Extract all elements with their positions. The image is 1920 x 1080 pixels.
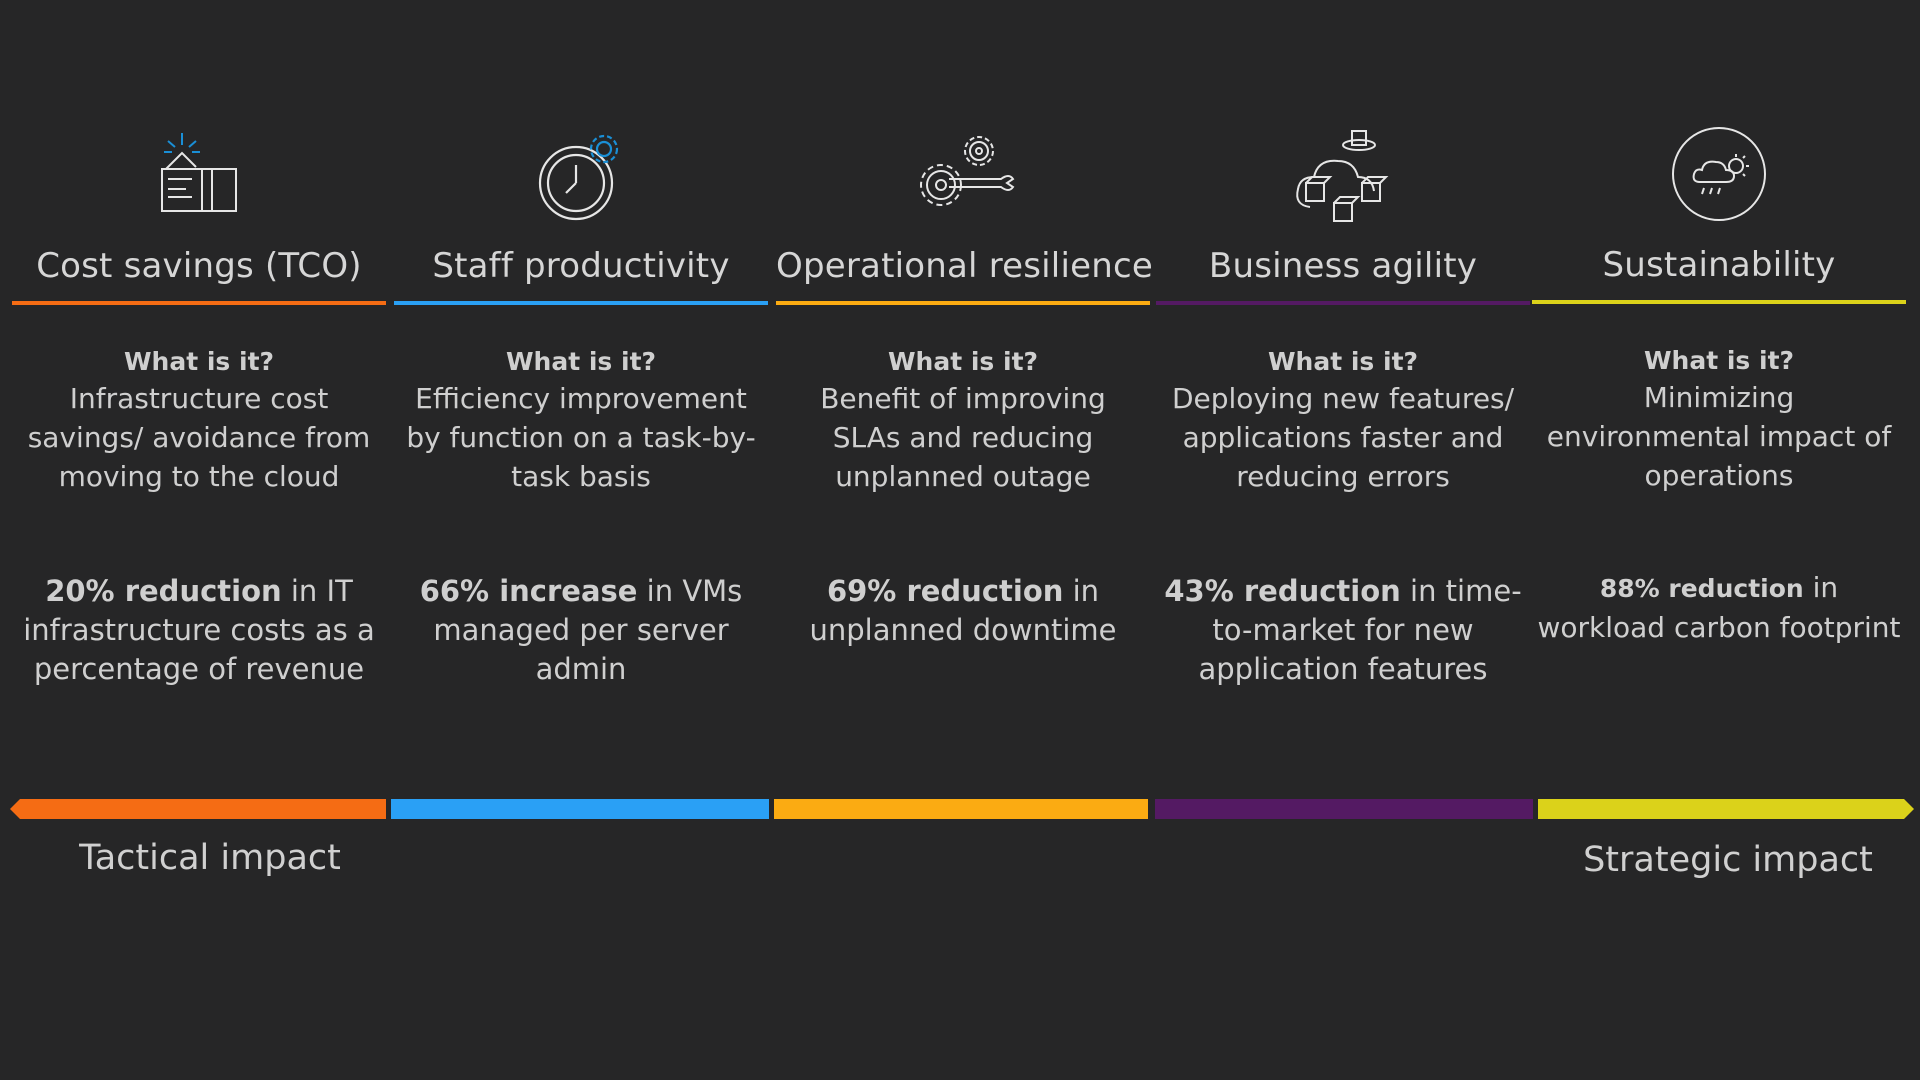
column-underline <box>1532 300 1906 304</box>
weather-circle-icon <box>1532 119 1906 229</box>
stat-highlight: 88% reduction <box>1599 574 1804 603</box>
clock-gear-icon <box>394 120 768 230</box>
stat-highlight: 43% reduction <box>1164 574 1401 608</box>
stat-text: in workload carbon footprint <box>1537 571 1901 644</box>
what-is-it-label: What is it? <box>123 347 275 376</box>
column-sustainability: Sustainability What is it? Minimizing en… <box>1532 119 1906 495</box>
column-underline <box>1156 301 1530 305</box>
column-cost-savings: Cost savings (TCO) What is it? Infrastru… <box>12 120 386 496</box>
column-operational-resilience: Operational resilience What is it? Benef… <box>776 120 1153 496</box>
wallet-card-icon <box>12 120 386 230</box>
what-is-it-text: Efficiency improvement by function on a … <box>406 382 756 493</box>
column-underline <box>776 301 1150 305</box>
stat-business-agility: 43% reduction in time-to-market for new … <box>1156 572 1530 689</box>
column-title: Operational resilience <box>776 246 1153 286</box>
strategic-impact-label: Strategic impact <box>1583 840 1873 880</box>
column-underline <box>394 301 768 305</box>
gears-wrench-icon <box>776 120 1150 230</box>
stat-highlight: 20% reduction <box>45 574 282 608</box>
tactical-impact-label: Tactical impact <box>79 838 341 878</box>
column-underline <box>12 301 386 305</box>
bar-segment-staff <box>391 799 769 819</box>
stat-highlight: 66% increase <box>419 574 638 608</box>
bar-segment-agility <box>1155 799 1533 819</box>
column-title: Staff productivity <box>432 246 730 286</box>
what-is-it-label: What is it? <box>1267 347 1419 376</box>
stat-text: in VMs managed per server admin <box>433 574 743 686</box>
stat-text: in IT infrastructure costs as a percenta… <box>23 574 375 686</box>
what-is-it-text: Benefit of improving SLAs and reducing u… <box>820 382 1106 493</box>
column-title: Business agility <box>1208 246 1478 286</box>
bar-segment-resilience <box>774 799 1148 819</box>
stat-operational-resilience: 69% reduction in unplanned downtime <box>776 572 1150 650</box>
impact-arrow-bar <box>10 799 1914 819</box>
bar-segment-cost <box>10 799 386 819</box>
what-is-it-text: Deploying new features/ applications fas… <box>1171 382 1515 493</box>
column-title: Cost savings (TCO) <box>36 246 362 286</box>
stat-sustainability: 88% reduction in workload carbon footpri… <box>1532 568 1906 647</box>
what-is-it-text: Minimizing environmental impact of opera… <box>1546 381 1892 492</box>
what-is-it-text: Infrastructure cost savings/ avoidance f… <box>27 382 371 493</box>
cloud-cubes-icon <box>1156 120 1530 230</box>
what-is-it-label: What is it? <box>1643 346 1795 375</box>
stat-cost-savings: 20% reduction in IT infrastructure costs… <box>12 572 386 689</box>
what-is-it-label: What is it? <box>505 347 657 376</box>
column-staff-productivity: Staff productivity What is it? Efficienc… <box>394 120 768 496</box>
stat-text: in time-to-market for new application fe… <box>1198 574 1522 686</box>
stat-highlight: 69% reduction <box>826 574 1064 608</box>
column-title: Sustainability <box>1602 245 1836 285</box>
stat-staff-productivity: 66% increase in VMs managed per server a… <box>394 572 768 689</box>
what-is-it-label: What is it? <box>887 347 1039 376</box>
bar-segment-sustainability <box>1538 799 1914 819</box>
stat-text: in unplanned downtime <box>809 574 1117 647</box>
column-business-agility: Business agility What is it? Deploying n… <box>1156 120 1530 496</box>
